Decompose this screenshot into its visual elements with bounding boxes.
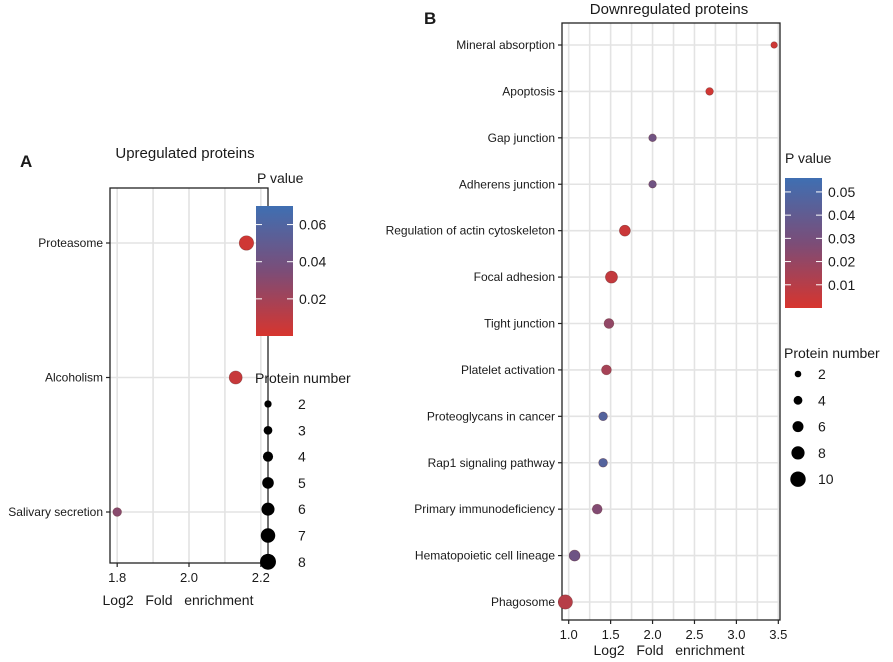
data-point xyxy=(648,180,657,189)
grid-b xyxy=(562,23,780,620)
color-bar-label: 0.02 xyxy=(828,254,855,270)
category-label: Proteasome xyxy=(38,236,103,250)
size-legend-label: 5 xyxy=(298,475,306,491)
data-point xyxy=(603,318,615,329)
data-point xyxy=(598,458,608,468)
size-legend-dot xyxy=(792,421,804,433)
points-b xyxy=(557,41,778,610)
color-legend-title-a: P value xyxy=(257,170,304,186)
color-legend-a: P value 0.06 0.04 0.02 xyxy=(256,170,326,336)
points-a xyxy=(112,235,254,517)
x-axis-title-a: Log2 Fold enrichment xyxy=(103,592,254,608)
x-tick-label: 2.2 xyxy=(252,570,270,585)
x-tick-label: 1.0 xyxy=(560,627,578,642)
x-tick-label: 2.0 xyxy=(644,627,662,642)
category-label: Salivary secretion xyxy=(8,505,103,519)
size-legend-dot xyxy=(262,451,274,462)
category-label: Hematopoietic cell lineage xyxy=(415,549,555,563)
size-legend-dot xyxy=(793,395,803,405)
size-legend-dot xyxy=(790,471,806,487)
data-point xyxy=(770,41,778,49)
panel-letter-a: A xyxy=(20,152,32,171)
size-legend-dot xyxy=(264,400,272,408)
color-legend-b: P value 0.05 0.04 0.03 0.02 0.01 xyxy=(785,150,855,308)
category-label: Adherens junction xyxy=(459,177,555,191)
data-point xyxy=(598,411,608,422)
size-legend-dot xyxy=(262,477,274,489)
category-label: Tight junction xyxy=(484,317,555,331)
category-label: Apoptosis xyxy=(502,84,555,98)
size-legend-dot xyxy=(791,446,805,460)
panel-a: A Upregulated proteins Proteasome Alcohol… xyxy=(8,145,351,608)
color-bar-label: 0.03 xyxy=(828,230,855,246)
x-tick-label: 2.0 xyxy=(180,570,198,585)
category-label: Focal adhesion xyxy=(474,270,555,284)
size-legend-title-a: Protein number xyxy=(255,370,351,386)
chart-title-b: Downregulated proteins xyxy=(590,1,748,18)
size-legend-label: 2 xyxy=(818,366,826,382)
data-point xyxy=(228,370,243,385)
category-label: Mineral absorption xyxy=(456,38,555,52)
size-legend-label: 8 xyxy=(298,554,306,570)
data-point xyxy=(557,594,573,610)
data-point xyxy=(238,235,254,251)
color-bar-label: 0.05 xyxy=(828,184,855,200)
size-legend-label: 6 xyxy=(298,501,306,517)
category-label: Rap1 signaling pathway xyxy=(428,456,555,470)
size-legend-label: 2 xyxy=(298,396,306,412)
size-legend-dot xyxy=(260,528,276,543)
axes-b: Mineral absorption Apoptosis Gap junction A… xyxy=(386,38,788,642)
x-tick-label: 2.5 xyxy=(685,627,703,642)
x-axis-title-b: Log2 Fold enrichment xyxy=(594,642,745,658)
color-legend-title-b: P value xyxy=(785,150,832,166)
color-bar-label: 0.04 xyxy=(828,207,855,223)
size-legend-label: 7 xyxy=(298,528,306,544)
x-tick-label: 3.5 xyxy=(769,627,787,642)
size-legend-dot xyxy=(260,553,276,570)
color-bar-label: 0.02 xyxy=(299,291,326,307)
size-legend-label: 10 xyxy=(818,471,834,487)
panel-letter-b: B xyxy=(424,9,436,28)
size-legend-dot xyxy=(263,425,273,435)
category-label: Platelet activation xyxy=(461,363,555,377)
size-legend-b: Protein number 2 4 6 8 10 xyxy=(784,345,880,487)
size-legend-label: 8 xyxy=(818,445,826,461)
x-tick-label: 1.8 xyxy=(108,570,126,585)
category-label: Gap junction xyxy=(488,131,555,145)
size-legend-dot xyxy=(794,370,802,378)
data-point xyxy=(568,549,581,562)
size-legend-label: 4 xyxy=(818,392,826,408)
data-point xyxy=(112,507,122,517)
size-legend-dot xyxy=(261,502,275,516)
size-legend-label: 3 xyxy=(298,422,306,438)
size-legend-label: 6 xyxy=(818,419,826,435)
panel-b: B Downregulated proteins Mineral absorpt… xyxy=(386,1,880,658)
category-label: Primary immunodeficiency xyxy=(414,502,555,516)
x-tick-label: 3.0 xyxy=(727,627,745,642)
plot-frame-b xyxy=(561,22,781,621)
data-point xyxy=(605,270,618,284)
color-bar-label: 0.04 xyxy=(299,254,326,270)
chart-title-a: Upregulated proteins xyxy=(115,145,254,162)
color-bar xyxy=(256,206,293,336)
x-tick-label: 1.5 xyxy=(602,627,620,642)
data-point xyxy=(601,364,612,376)
category-label: Proteoglycans in cancer xyxy=(427,409,555,423)
size-legend-title-b: Protein number xyxy=(784,345,880,361)
category-label: Alcoholism xyxy=(45,371,103,385)
size-legend-a: Protein number 2 3 4 5 6 7 8 xyxy=(255,370,351,570)
color-bar-label: 0.06 xyxy=(299,217,326,233)
data-point xyxy=(619,224,631,237)
data-point xyxy=(591,503,603,515)
color-bar-label: 0.01 xyxy=(828,277,855,293)
size-legend-label: 4 xyxy=(298,449,306,465)
data-point xyxy=(705,87,714,96)
data-point xyxy=(648,133,657,142)
axes-a: Proteasome Alcoholism Salivary secretion 1.… xyxy=(8,236,270,585)
category-label: Phagosome xyxy=(491,595,555,609)
color-bar xyxy=(785,178,822,308)
category-label: Regulation of actin cytoskeleton xyxy=(386,224,555,238)
